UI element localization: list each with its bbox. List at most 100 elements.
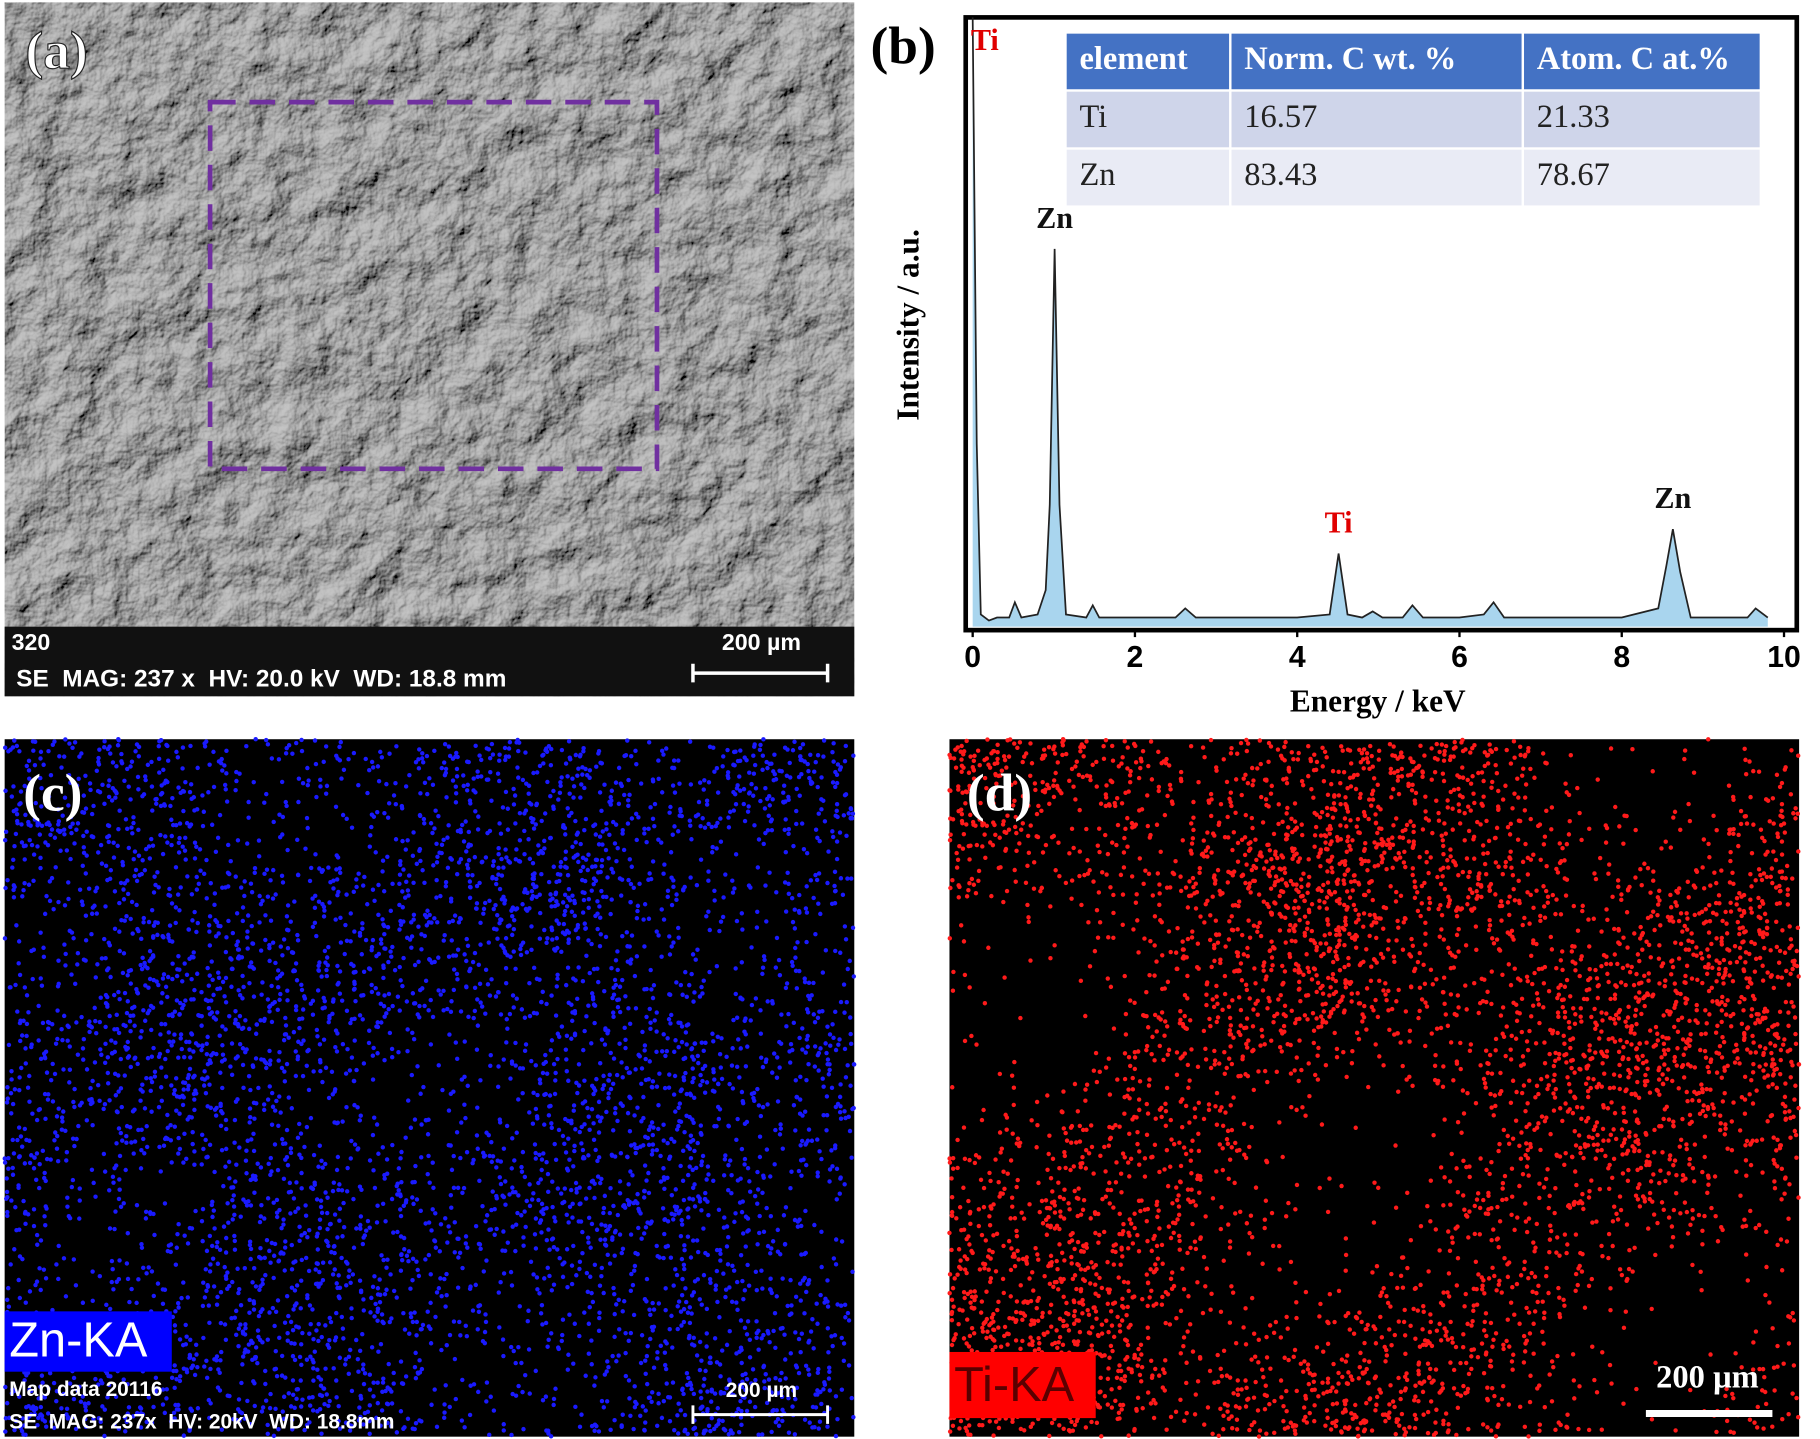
map-dot <box>132 1139 138 1144</box>
map-dot <box>665 1036 670 1041</box>
map-dot <box>70 1136 76 1141</box>
map-dot <box>327 1013 332 1019</box>
map-dot <box>589 1362 594 1367</box>
map-dot <box>257 1337 263 1343</box>
map-dot <box>56 1106 61 1111</box>
map-dot <box>263 913 268 918</box>
map-dot <box>268 1155 273 1161</box>
map-dot <box>699 1162 704 1168</box>
map-dot <box>678 1233 684 1239</box>
map-dot <box>804 1037 810 1042</box>
map-dot <box>367 1372 373 1377</box>
map-dot <box>42 911 48 917</box>
map-dot <box>98 1047 103 1052</box>
map-dot <box>320 1006 325 1011</box>
map-dot <box>103 904 108 909</box>
map-dot <box>173 1262 179 1267</box>
map-dot <box>89 1097 94 1102</box>
map-dot <box>267 1009 272 1014</box>
map-dot <box>499 856 504 862</box>
map-dot <box>232 1247 238 1252</box>
map-dot <box>582 1310 587 1315</box>
map-dot <box>841 1358 847 1363</box>
map-dot <box>379 941 384 946</box>
map-dot <box>482 1329 488 1335</box>
map-dot <box>575 922 581 928</box>
map-dot <box>382 946 387 951</box>
map-dot <box>313 893 318 898</box>
map-dot <box>183 857 188 862</box>
map-dot <box>620 831 625 836</box>
map-dot <box>513 1248 518 1254</box>
map-dot <box>425 1171 430 1177</box>
map-dot <box>557 790 563 796</box>
map-dot <box>229 957 234 962</box>
map-dot <box>405 1027 410 1032</box>
map-dot <box>496 1064 501 1069</box>
map-dot <box>188 743 193 749</box>
map-dot <box>676 1123 681 1129</box>
map-dot <box>505 1026 510 1031</box>
map-dot <box>626 1202 632 1207</box>
map-dot <box>176 840 182 846</box>
map-dot <box>374 1024 379 1029</box>
map-dot <box>216 923 221 929</box>
map-dot <box>298 1131 304 1136</box>
map-dot <box>850 811 856 816</box>
map-dot <box>34 1232 40 1238</box>
map-dot <box>281 1176 287 1182</box>
map-dot <box>774 1075 780 1080</box>
map-dot <box>424 923 429 928</box>
map-dot <box>628 753 634 759</box>
map-dot <box>94 911 100 916</box>
map-dot <box>570 1010 575 1015</box>
map-dot <box>44 1070 50 1075</box>
map-dot <box>299 1257 304 1263</box>
map-dot <box>340 1041 346 1047</box>
x-tick-label: 8 <box>1613 641 1630 674</box>
map-dot <box>745 1319 751 1324</box>
table-cell <box>1229 147 1525 208</box>
map-dot <box>420 986 425 991</box>
map-dot <box>775 1249 781 1254</box>
map-dot <box>489 798 494 803</box>
map-dot <box>202 1069 207 1074</box>
map-dot <box>303 846 308 851</box>
map-dot <box>335 1285 340 1291</box>
map-dot <box>737 788 743 793</box>
map-dot <box>439 765 444 771</box>
map-dot <box>124 1047 129 1052</box>
map-dot <box>189 1031 194 1036</box>
map-dot <box>609 1152 615 1158</box>
map-dot <box>502 745 508 751</box>
map-dot <box>159 1085 164 1090</box>
map-dot <box>628 881 634 887</box>
map-dot <box>690 952 696 957</box>
map-dot <box>322 908 327 913</box>
map-dot <box>240 1062 246 1068</box>
map-dot <box>243 1050 248 1055</box>
map-dot <box>676 1211 681 1216</box>
map-dot <box>226 1220 231 1225</box>
map-dot <box>760 1190 765 1196</box>
map-dot <box>49 827 55 832</box>
map-dot <box>783 799 788 804</box>
map-dot <box>734 918 740 924</box>
map-dot <box>207 1011 213 1017</box>
map-dot <box>456 1255 461 1260</box>
map-dot <box>490 1189 495 1194</box>
map-dot <box>613 780 619 785</box>
map-dot <box>583 766 588 772</box>
map-dot <box>284 745 289 751</box>
map-dot <box>490 752 496 757</box>
map-dot <box>389 1316 394 1321</box>
map-dot <box>541 1061 546 1067</box>
map-dot <box>459 1418 465 1423</box>
map-dot <box>161 767 166 773</box>
map-dot <box>384 1011 389 1016</box>
map-dot <box>851 1414 856 1420</box>
map-dot <box>178 885 183 890</box>
map-dot <box>200 1238 205 1244</box>
map-dot <box>731 789 736 795</box>
map-dot <box>846 1318 852 1323</box>
